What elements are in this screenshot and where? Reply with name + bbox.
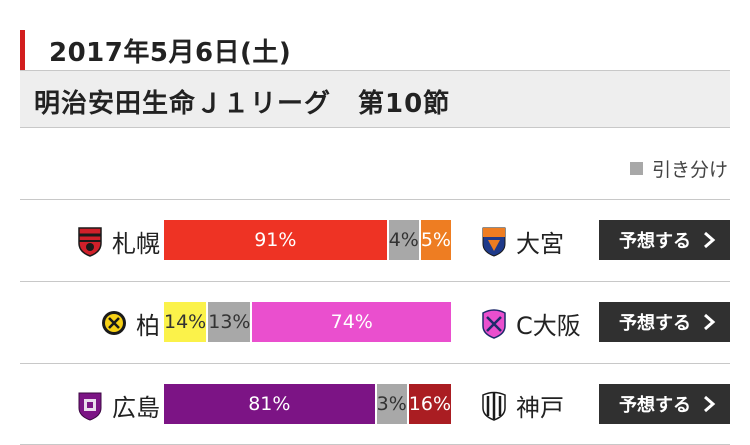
- home-win-segment: 91%: [164, 220, 387, 260]
- home-team[interactable]: 広島: [76, 364, 160, 445]
- prediction-bar: 91% 4% 5%: [164, 220, 451, 260]
- league-round-title: 明治安田生命Ｊ１リーグ 第10節: [34, 89, 451, 119]
- home-team-name: 広島: [112, 393, 160, 422]
- sapporo-emblem-icon: [78, 227, 102, 257]
- home-team[interactable]: 柏: [100, 282, 160, 364]
- kobe-emblem-icon: [482, 391, 506, 421]
- away-team[interactable]: 大宮: [480, 200, 564, 282]
- kashiwa-emblem-icon: [102, 311, 126, 335]
- predict-button[interactable]: 予想する: [599, 384, 730, 424]
- away-team-name: 神戸: [516, 393, 564, 422]
- home-win-segment: 81%: [164, 384, 375, 424]
- omiya-emblem-icon: [482, 227, 506, 257]
- hiroshima-emblem-icon: [78, 392, 102, 421]
- draw-segment: 13%: [206, 302, 251, 342]
- league-heading: 明治安田生命Ｊ１リーグ 第10節: [20, 71, 730, 128]
- home-win-segment: 14%: [164, 302, 207, 342]
- away-team[interactable]: 神戸: [480, 364, 564, 445]
- away-win-segment: 74%: [250, 302, 451, 342]
- prediction-bar: 14% 13% 74%: [164, 302, 451, 342]
- away-team-name: 大宮: [516, 229, 564, 258]
- home-team-name: 柏: [136, 311, 160, 340]
- match-row: 広島 81% 3% 16% 神戸 予想する: [20, 363, 730, 445]
- divider: [20, 70, 730, 71]
- predict-button[interactable]: 予想する: [599, 220, 730, 260]
- away-team[interactable]: C大阪: [480, 282, 581, 364]
- chevron-right-icon: [704, 231, 716, 249]
- legend: 引き分け: [629, 155, 728, 182]
- chevron-right-icon: [704, 313, 716, 331]
- draw-segment: 4%: [386, 220, 419, 260]
- draw-legend-swatch: [629, 162, 643, 175]
- predict-button[interactable]: 予想する: [599, 302, 730, 342]
- chevron-right-icon: [704, 395, 716, 413]
- away-team-name: C大阪: [516, 311, 581, 340]
- date-heading: 2017年5月6日(土): [20, 30, 730, 71]
- away-win-segment: 5%: [418, 220, 451, 260]
- prediction-bar: 81% 3% 16%: [164, 384, 451, 424]
- match-row: 柏 14% 13% 74% C大阪 予想する: [20, 281, 730, 363]
- cerezo-osaka-emblem-icon: [482, 309, 506, 339]
- match-date: 2017年5月6日(土): [49, 38, 292, 68]
- draw-segment: 3%: [374, 384, 407, 424]
- match-row: 札幌 91% 4% 5% 大宮 予想する: [20, 199, 730, 281]
- home-team-name: 札幌: [112, 229, 160, 258]
- home-team[interactable]: 札幌: [76, 200, 160, 282]
- draw-legend-label: 引き分け: [651, 159, 728, 181]
- away-win-segment: 16%: [406, 384, 451, 424]
